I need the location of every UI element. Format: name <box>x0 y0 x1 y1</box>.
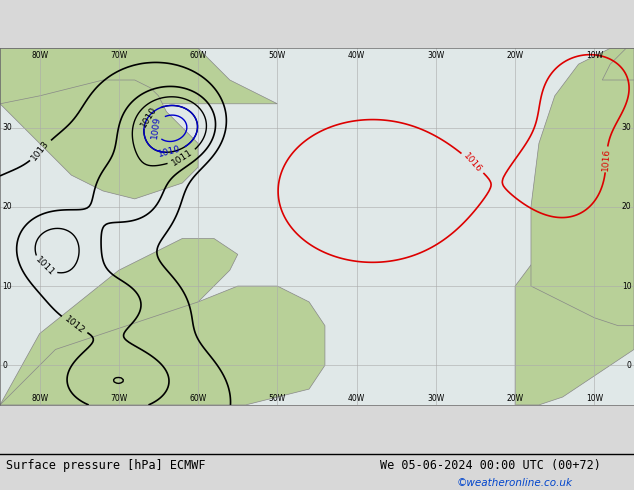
Text: 0: 0 <box>3 361 7 370</box>
Text: 1012: 1012 <box>62 314 86 336</box>
Text: 0: 0 <box>627 361 631 370</box>
Text: 1016: 1016 <box>462 151 484 174</box>
Polygon shape <box>0 80 198 199</box>
Text: 80W: 80W <box>31 393 48 403</box>
Text: 20: 20 <box>3 202 12 211</box>
Text: 70W: 70W <box>110 393 127 403</box>
Text: 1010: 1010 <box>157 145 182 159</box>
Text: 40W: 40W <box>348 50 365 60</box>
Text: 30W: 30W <box>427 393 444 403</box>
Text: 10W: 10W <box>586 393 603 403</box>
Text: 20: 20 <box>622 202 631 211</box>
Polygon shape <box>0 49 277 104</box>
Text: 1013: 1013 <box>30 139 51 162</box>
Text: 30: 30 <box>3 123 12 132</box>
Text: 80W: 80W <box>31 50 48 60</box>
Polygon shape <box>531 49 634 326</box>
Polygon shape <box>602 49 634 80</box>
Text: 1011: 1011 <box>33 255 56 278</box>
Text: 1016: 1016 <box>601 147 612 171</box>
Text: 1010: 1010 <box>139 104 158 128</box>
Text: 1009: 1009 <box>150 115 162 139</box>
Polygon shape <box>515 207 634 405</box>
Polygon shape <box>0 286 325 405</box>
Text: 20W: 20W <box>507 393 524 403</box>
Text: We 05-06-2024 00:00 UTC (00+72): We 05-06-2024 00:00 UTC (00+72) <box>380 459 601 471</box>
Text: 10W: 10W <box>586 50 603 60</box>
Text: 40W: 40W <box>348 393 365 403</box>
Text: Surface pressure [hPa] ECMWF: Surface pressure [hPa] ECMWF <box>6 459 206 471</box>
Text: 50W: 50W <box>269 393 286 403</box>
Text: 10: 10 <box>3 282 12 291</box>
Text: 50W: 50W <box>269 50 286 60</box>
Text: 20W: 20W <box>507 50 524 60</box>
Text: 30W: 30W <box>427 50 444 60</box>
Text: ©weatheronline.co.uk: ©weatheronline.co.uk <box>456 478 573 489</box>
Text: 60W: 60W <box>190 393 207 403</box>
Text: 1011: 1011 <box>171 147 195 168</box>
Text: 30: 30 <box>622 123 631 132</box>
Polygon shape <box>0 239 238 405</box>
Text: 60W: 60W <box>190 50 207 60</box>
Text: 70W: 70W <box>110 50 127 60</box>
Text: 10: 10 <box>622 282 631 291</box>
